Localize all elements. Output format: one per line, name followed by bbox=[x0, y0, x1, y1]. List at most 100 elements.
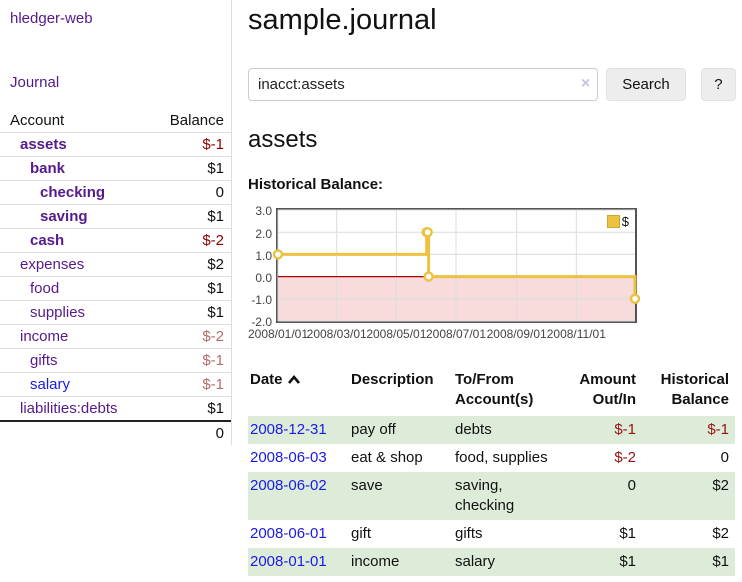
account-link-checking[interactable]: checking bbox=[40, 184, 106, 201]
chart-title: Historical Balance: bbox=[248, 176, 384, 194]
account-row: bank $1 bbox=[0, 156, 231, 181]
transaction-date-link[interactable]: 2008-06-02 bbox=[250, 477, 327, 495]
accounts-table: Account Balance assets $-1 bank $1 check… bbox=[0, 109, 231, 445]
account-balance: $1 bbox=[207, 160, 224, 177]
transaction-date-link[interactable]: 2008-06-01 bbox=[250, 525, 327, 543]
transaction-amount: $-2 bbox=[614, 449, 636, 467]
historical-balance-chart: 3.0 2.0 1.0 0.0 -1.0 -2.0 $ 2008/01/01 2008/03… bbox=[248, 205, 641, 341]
accounts-total-row: 0 bbox=[0, 421, 231, 445]
transaction-accounts: gifts bbox=[455, 525, 483, 543]
legend-label: $ bbox=[621, 214, 629, 230]
account-row: gifts $-1 bbox=[0, 348, 231, 373]
account-link-bank[interactable]: bank bbox=[30, 160, 66, 177]
account-row: assets $-1 bbox=[0, 132, 231, 157]
app-title-link[interactable]: hledger-web bbox=[10, 10, 93, 27]
transaction-date-link[interactable]: 2008-12-31 bbox=[250, 421, 327, 439]
register-row: 2008-06-02 save saving, checking 0 $2 bbox=[248, 472, 735, 521]
transaction-date-link[interactable]: 2008-01-01 bbox=[250, 553, 327, 571]
column-header-accounts: To/From Account(s) bbox=[455, 371, 534, 409]
x-tick-label: 2008/09/01 bbox=[486, 327, 547, 342]
account-row: income $-2 bbox=[0, 324, 231, 349]
account-link-food[interactable]: food bbox=[30, 280, 60, 297]
account-row: checking 0 bbox=[0, 180, 231, 205]
register-row: 2008-12-31 pay off debts $-1 $-1 bbox=[248, 416, 735, 445]
account-link-liabilities-debts[interactable]: liabilities:debts bbox=[20, 400, 118, 417]
account-balance: $-1 bbox=[202, 136, 224, 153]
transaction-description: pay off bbox=[351, 421, 396, 439]
accounts-total: 0 bbox=[215, 425, 224, 442]
account-row: cash $-2 bbox=[0, 228, 231, 253]
sidebar-item-journal[interactable]: Journal bbox=[10, 74, 60, 91]
x-tick-label: 2008/11/01 bbox=[546, 327, 606, 342]
account-row: expenses $2 bbox=[0, 252, 231, 277]
account-balance: $-2 bbox=[202, 328, 224, 345]
search-bar: × Search ? bbox=[248, 68, 736, 102]
transaction-accounts: saving, checking bbox=[455, 477, 515, 515]
account-balance: $1 bbox=[207, 400, 224, 417]
transaction-description: gift bbox=[351, 525, 372, 543]
page-title: sample.journal bbox=[248, 4, 437, 36]
register-header-row: Date Description To/From Account(s) Amou… bbox=[248, 368, 735, 416]
account-row: supplies $1 bbox=[0, 300, 231, 325]
y-tick-label: 0.0 bbox=[255, 270, 272, 285]
account-link-supplies[interactable]: supplies bbox=[30, 304, 86, 321]
account-row: food $1 bbox=[0, 276, 231, 301]
account-balance: $1 bbox=[207, 304, 224, 321]
account-link-cash[interactable]: cash bbox=[30, 232, 65, 249]
transaction-balance: $-1 bbox=[707, 421, 729, 439]
account-row: saving $1 bbox=[0, 204, 231, 229]
transaction-description: save bbox=[351, 477, 383, 495]
column-header-amount: Amount Out/In bbox=[579, 371, 636, 409]
account-balance: $2 bbox=[207, 256, 224, 273]
x-tick-label: 2008/07/01 bbox=[425, 327, 487, 342]
account-balance: $-1 bbox=[202, 352, 224, 369]
account-balance: $-1 bbox=[202, 376, 224, 393]
legend-swatch bbox=[606, 215, 620, 229]
sidebar: hledger-web Journal Account Balance asse… bbox=[0, 0, 232, 445]
accounts-header-balance: Balance bbox=[169, 112, 224, 129]
chart-x-axis: 2008/01/01 2008/03/01 2008/05/01 2008/07/01… bbox=[248, 327, 640, 343]
register-row: 2008-06-03 eat & shop food, supplies $-2… bbox=[248, 444, 735, 472]
account-balance: $1 bbox=[207, 280, 224, 297]
account-link-income[interactable]: income bbox=[20, 328, 69, 345]
transaction-amount: $1 bbox=[619, 553, 636, 571]
chart-canvas bbox=[272, 209, 641, 322]
account-row: salary $-1 bbox=[0, 372, 231, 397]
transaction-date-link[interactable]: 2008-06-03 bbox=[250, 449, 327, 467]
account-link-saving[interactable]: saving bbox=[40, 208, 88, 225]
register-row: 2008-01-01 income salary $1 $1 bbox=[248, 548, 735, 577]
y-tick-label: 1.0 bbox=[255, 248, 272, 263]
accounts-header-row: Account Balance bbox=[0, 109, 231, 133]
account-link-expenses[interactable]: expenses bbox=[20, 256, 85, 273]
search-input[interactable] bbox=[248, 68, 599, 102]
y-tick-label: -1.0 bbox=[251, 293, 272, 308]
account-link-gifts[interactable]: gifts bbox=[30, 352, 58, 369]
chart-plot-area[interactable]: $ bbox=[272, 208, 641, 324]
accounts-header-account: Account bbox=[10, 112, 65, 129]
column-header-description: Description bbox=[351, 371, 434, 389]
column-header-date-sort[interactable]: Date bbox=[248, 368, 345, 416]
transaction-accounts: food, supplies bbox=[455, 449, 548, 467]
clear-search-icon[interactable]: × bbox=[580, 75, 591, 93]
x-tick-label: 2008/03/01 bbox=[306, 327, 367, 342]
help-button[interactable]: ? bbox=[700, 68, 736, 102]
column-header-balance: Historical Balance bbox=[660, 371, 729, 409]
transaction-balance: $1 bbox=[712, 553, 729, 571]
account-balance: $-2 bbox=[202, 232, 224, 249]
transaction-accounts: debts bbox=[455, 421, 492, 439]
transaction-balance: $2 bbox=[712, 525, 729, 543]
search-button[interactable]: Search bbox=[606, 68, 686, 102]
transaction-description: eat & shop bbox=[351, 449, 423, 467]
y-tick-label: -2.0 bbox=[251, 315, 272, 330]
transaction-amount: 0 bbox=[627, 477, 636, 495]
account-balance: 0 bbox=[215, 184, 224, 201]
account-link-salary[interactable]: salary bbox=[30, 376, 71, 393]
transaction-amount: $1 bbox=[619, 525, 636, 543]
chart-y-axis: 3.0 2.0 1.0 0.0 -1.0 -2.0 bbox=[248, 205, 272, 328]
main-content: sample.journal × Search ? assets Histori… bbox=[248, 0, 736, 577]
x-tick-label: 2008/05/01 bbox=[366, 327, 427, 342]
account-link-assets[interactable]: assets bbox=[20, 136, 67, 153]
register-row: 2008-06-01 gift gifts $1 $2 bbox=[248, 520, 735, 548]
transaction-accounts: salary bbox=[455, 553, 496, 571]
account-heading: assets bbox=[248, 126, 318, 154]
